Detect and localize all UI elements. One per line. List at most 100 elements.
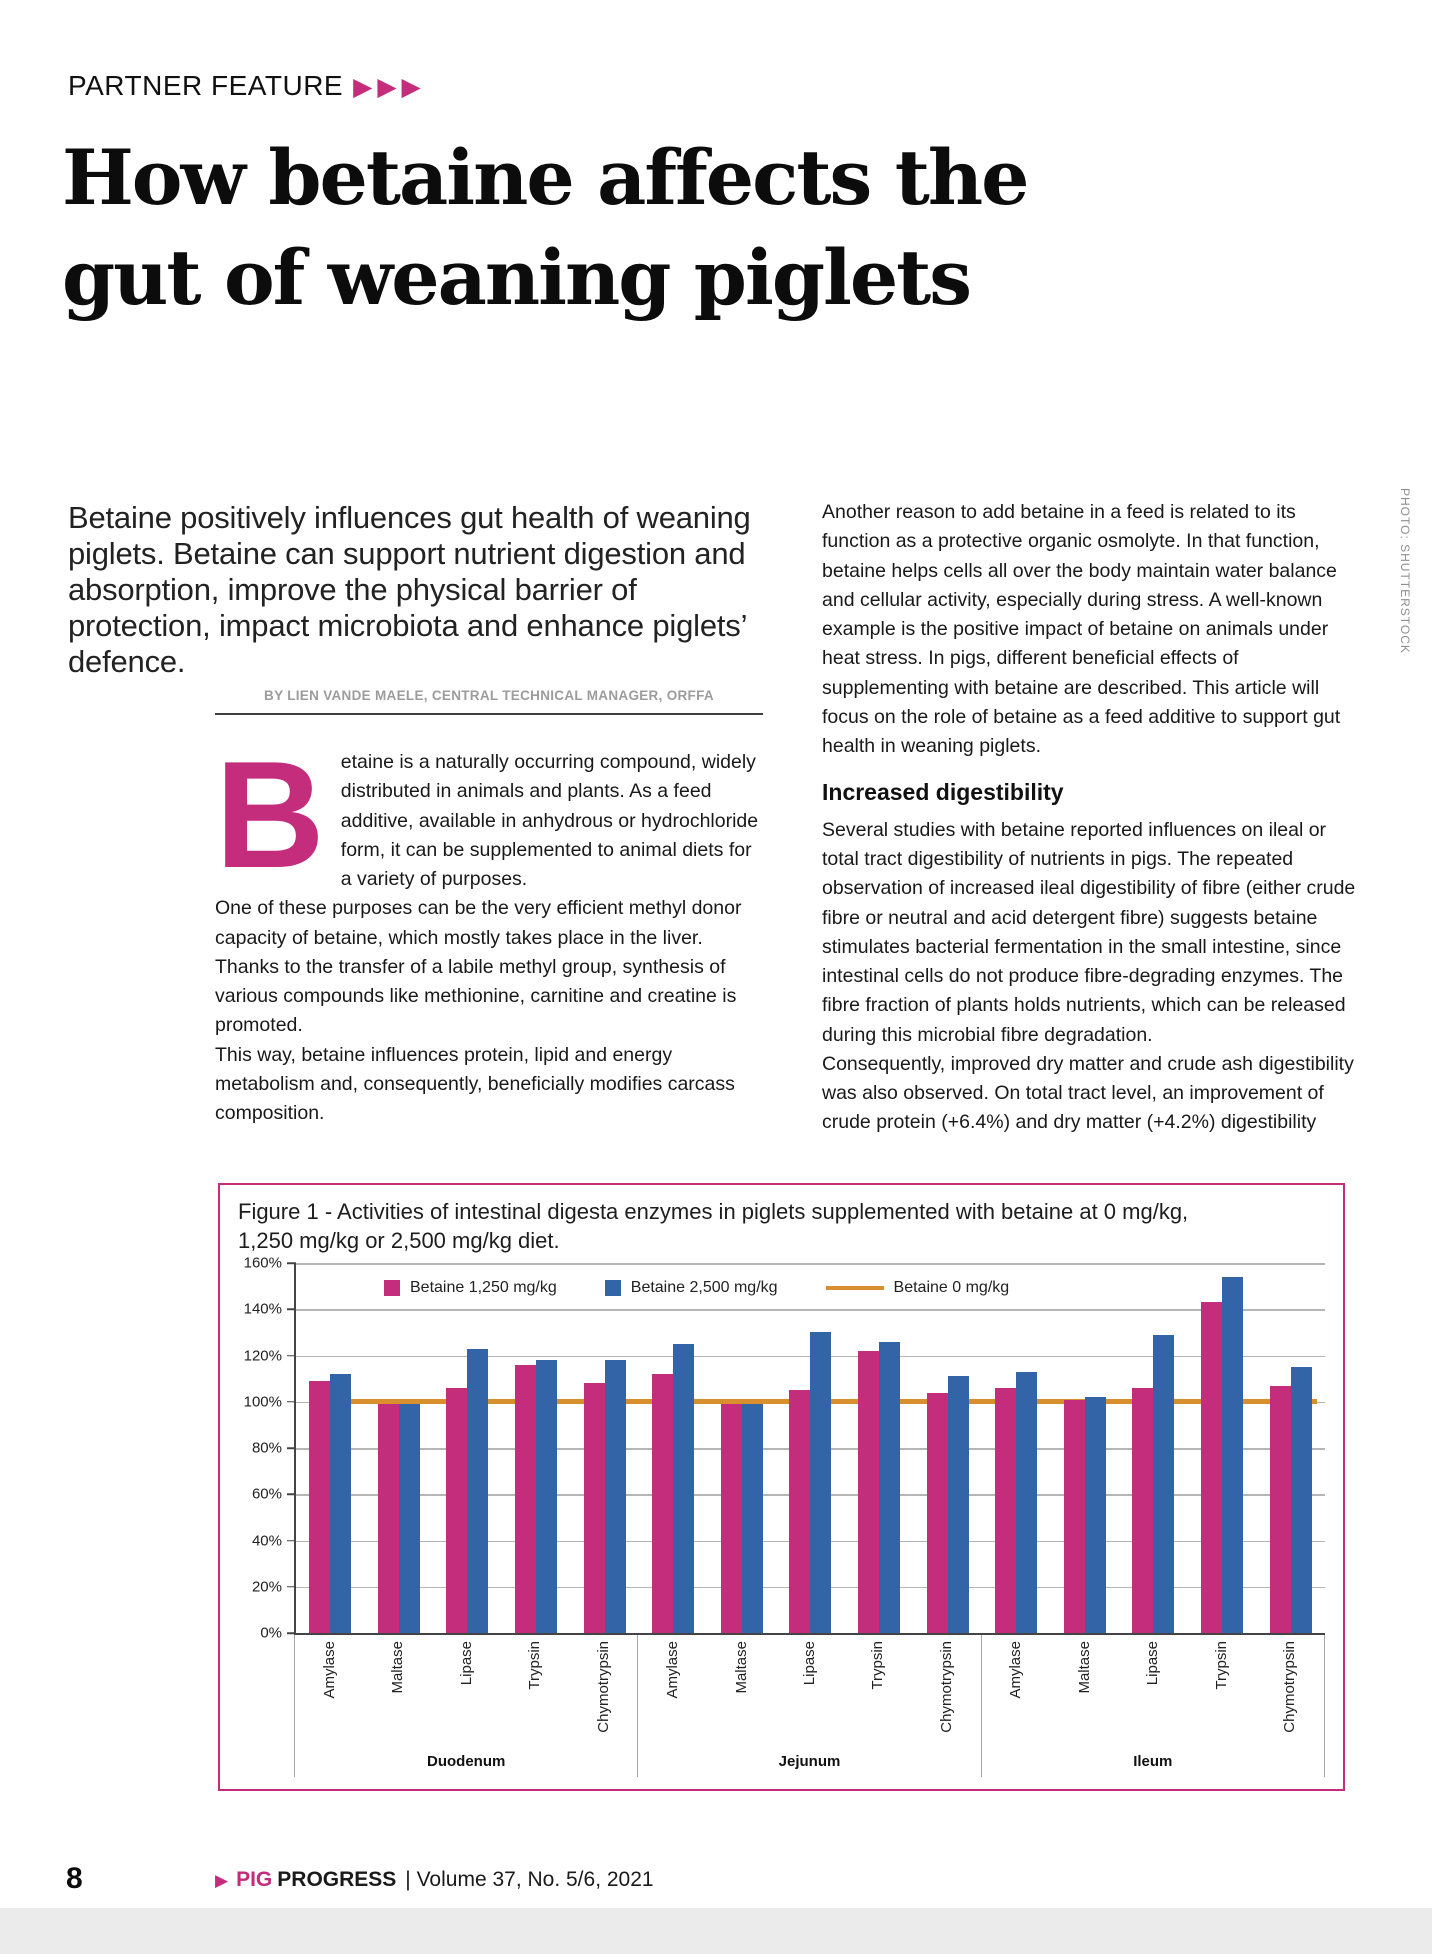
section-label-duodenum: Duodenum xyxy=(427,1753,506,1771)
bar xyxy=(446,1387,468,1634)
left-paragraph-2: One of these purposes can be the very ef… xyxy=(215,897,742,1037)
bar xyxy=(604,1360,626,1634)
section-label-ileum: Ileum xyxy=(1133,1753,1173,1771)
x-label-cell: Maltase xyxy=(707,1635,775,1747)
bar xyxy=(1016,1371,1038,1634)
y-axis-tick xyxy=(287,1308,296,1311)
y-axis-label-160: 160% xyxy=(243,1254,282,1272)
bar xyxy=(673,1344,695,1634)
bar xyxy=(1132,1387,1154,1634)
bar xyxy=(926,1392,948,1634)
bar xyxy=(515,1364,537,1634)
x-axis-label-amylase: Amylase xyxy=(664,1641,682,1699)
bar xyxy=(377,1404,399,1634)
y-axis-tick xyxy=(287,1354,296,1357)
x-axis-label-chymotrypsin: Chymotrypsin xyxy=(937,1641,955,1733)
bar xyxy=(810,1332,832,1634)
legend-item-reference: Betaine 0 mg/kg xyxy=(825,1279,1009,1297)
y-axis-label-20: 20% xyxy=(251,1578,282,1596)
legend-label: Betaine 2,500 mg/kg xyxy=(630,1279,778,1297)
x-label-row: Amylase Maltase Lipase Trypsin Chymotrypsin xyxy=(638,1635,980,1747)
x-section-jejunum: Amylase Maltase Lipase Trypsin Chymotrypsin J… xyxy=(638,1635,982,1778)
x-label-cell: Amylase xyxy=(982,1635,1050,1747)
page-title: How betaine affects the gut of weaning p… xyxy=(62,128,1029,329)
x-axis-label-lipase: Lipase xyxy=(1144,1641,1162,1686)
kicker-arrows-icon: ▶▶▶ xyxy=(353,72,426,101)
bar-groups xyxy=(296,1263,1325,1634)
x-axis-label-chymotrypsin: Chymotrypsin xyxy=(1281,1641,1299,1733)
x-label-cell: Lipase xyxy=(1119,1635,1187,1747)
x-axis-label-lipase: Lipase xyxy=(457,1641,475,1686)
x-axis-label-maltase: Maltase xyxy=(389,1641,407,1694)
bar-group-amylase-0 xyxy=(296,1263,365,1634)
x-label-row: Amylase Maltase Lipase Trypsin Chymotrypsin xyxy=(295,1635,637,1747)
left-column-body: B etaine is a naturally occurring compou… xyxy=(215,730,763,1128)
chart-legend: Betaine 1,250 mg/kg Betaine 2,500 mg/kg Be… xyxy=(384,1279,1009,1297)
bar xyxy=(1084,1397,1106,1634)
intro-paragraph: Betaine positively influences gut health… xyxy=(68,500,751,679)
kicker: PARTNER FEATURE ▶▶▶ xyxy=(68,70,426,102)
figure-title: Figure 1 - Activities of intestinal dige… xyxy=(238,1199,1189,1254)
legend-label: Betaine 1,250 mg/kg xyxy=(410,1279,557,1297)
bar xyxy=(879,1341,901,1634)
x-label-row: Amylase Maltase Lipase Trypsin Chymotrypsin xyxy=(982,1635,1324,1747)
y-axis-label-60: 60% xyxy=(251,1485,282,1503)
x-axis-label-trypsin: Trypsin xyxy=(869,1641,887,1690)
y-axis-label-40: 40% xyxy=(251,1532,282,1550)
x-label-cell: Amylase xyxy=(638,1635,706,1747)
figure-1-box: Figure 1 - Activities of intestinal dige… xyxy=(218,1183,1345,1791)
x-section-duodenum: Amylase Maltase Lipase Trypsin Chymotrypsin D… xyxy=(295,1635,639,1778)
section-heading: Increased digestibility xyxy=(822,779,1064,806)
section-label-jejunum: Jejunum xyxy=(778,1753,841,1771)
y-axis-label-140: 140% xyxy=(243,1300,282,1318)
legend-item: Betaine 2,500 mg/kg xyxy=(604,1279,778,1297)
x-axis-label-trypsin: Trypsin xyxy=(526,1641,544,1690)
enzyme-activity-chart: 0% 20% 40% 60% 80% 100% 120% 140% 160% Betaine 1,… xyxy=(238,1255,1325,1778)
x-label-cell: Chymotrypsin xyxy=(912,1635,980,1747)
x-label-cell: Chymotrypsin xyxy=(1256,1635,1324,1747)
x-axis-label-chymotrypsin: Chymotrypsin xyxy=(594,1641,612,1733)
footer-brand-pig: PIG xyxy=(236,1868,273,1891)
x-label-cell: Lipase xyxy=(775,1635,843,1747)
footer-brand-line: ▶ PIG PROGRESS | Volume 37, No. 5/6, 2021 xyxy=(215,1868,654,1892)
y-axis-tick xyxy=(287,1493,296,1496)
byline-block: BY LIEN VANDE MAELE, CENTRAL TECHNICAL M… xyxy=(215,688,763,715)
bar xyxy=(536,1360,558,1634)
gridline-140 xyxy=(296,1309,1325,1311)
x-axis-label-trypsin: Trypsin xyxy=(1212,1641,1230,1690)
x-label-cell: Chymotrypsin xyxy=(569,1635,637,1747)
y-axis-label-80: 80% xyxy=(251,1439,282,1457)
y-axis-label-120: 120% xyxy=(243,1347,282,1365)
bar xyxy=(1201,1302,1223,1634)
bar-group-chymotrypsin-14 xyxy=(1256,1263,1325,1634)
chart-x-axis: Amylase Maltase Lipase Trypsin Chymotrypsin D… xyxy=(294,1635,1325,1778)
bar xyxy=(467,1348,489,1634)
bar xyxy=(1269,1385,1291,1634)
footer-brand-progress: PROGRESS xyxy=(277,1868,397,1891)
bar-group-maltase-6 xyxy=(708,1263,777,1634)
bar-group-chymotrypsin-9 xyxy=(913,1263,982,1634)
legend-line-swatch-icon xyxy=(825,1285,884,1291)
bar xyxy=(995,1387,1017,1634)
x-label-cell: Trypsin xyxy=(844,1635,912,1747)
bar xyxy=(398,1404,420,1634)
bar xyxy=(720,1404,742,1634)
x-axis-label-amylase: Amylase xyxy=(320,1641,338,1699)
bar-group-chymotrypsin-4 xyxy=(570,1263,639,1634)
bar-group-lipase-7 xyxy=(776,1263,845,1634)
x-label-cell: Maltase xyxy=(363,1635,431,1747)
bar xyxy=(583,1383,605,1634)
y-axis-label-100: 100% xyxy=(243,1393,282,1411)
y-axis-tick xyxy=(287,1632,296,1634)
bar xyxy=(1153,1334,1175,1634)
bar xyxy=(1063,1399,1085,1634)
y-axis-tick xyxy=(287,1401,296,1403)
dropcap-letter: B xyxy=(215,730,325,900)
bar xyxy=(947,1376,969,1634)
y-axis-tick xyxy=(287,1447,296,1449)
x-axis-label-amylase: Amylase xyxy=(1007,1641,1025,1699)
byline: BY LIEN VANDE MAELE, CENTRAL TECHNICAL M… xyxy=(264,688,714,703)
legend-item: Betaine 1,250 mg/kg xyxy=(384,1279,557,1297)
bar xyxy=(1222,1276,1244,1634)
